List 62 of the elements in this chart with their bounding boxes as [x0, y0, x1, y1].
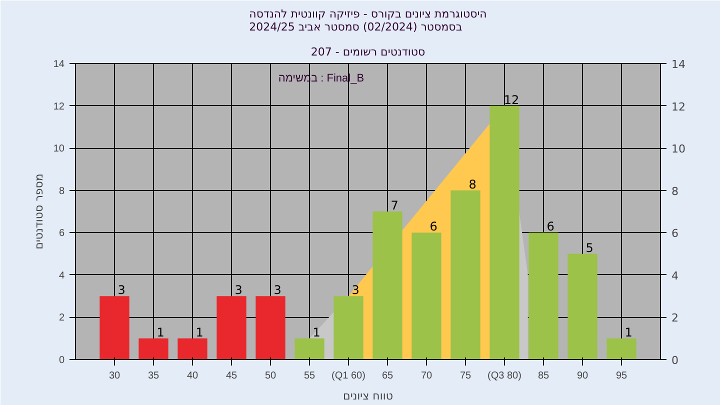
- data-label: 1: [624, 325, 632, 340]
- data-label: 12: [504, 92, 520, 107]
- bar: [528, 232, 558, 360]
- y-tick-label: 10: [53, 144, 65, 155]
- data-label: 1: [312, 325, 320, 340]
- bar: [606, 338, 636, 360]
- bar: [138, 338, 168, 360]
- bar: [372, 212, 402, 360]
- y-axis-title: מספר סטודנטים: [32, 174, 46, 250]
- y2-tick-label: 2: [672, 312, 678, 325]
- x-tick-label: 70: [420, 370, 432, 382]
- y-tick-label: 6: [58, 228, 65, 240]
- bar: [100, 296, 130, 360]
- x-tick-label: 90: [576, 370, 588, 382]
- y2-tick-label: 8: [672, 184, 678, 198]
- y-tick-label: 4: [58, 270, 65, 282]
- bar: [450, 190, 480, 360]
- x-tick-label: 65: [382, 370, 394, 382]
- data-label: 3: [118, 283, 126, 298]
- x-tick-label: (Q3 80): [488, 370, 522, 382]
- y2-tick-label: 10: [672, 142, 686, 156]
- data-label: 7: [390, 198, 398, 212]
- x-tick-label: 75: [460, 370, 472, 382]
- bar: [490, 106, 520, 360]
- data-label: 1: [156, 325, 164, 340]
- x-tick-label: 55: [304, 370, 316, 382]
- chart-subtitle: סטודנטים רשומים - 207: [310, 46, 426, 58]
- x-tick-label: (Q1 60): [332, 370, 366, 382]
- bar: [334, 296, 364, 360]
- y2-tick-label: 4: [672, 269, 678, 282]
- data-label: 5: [586, 240, 594, 255]
- y-tick-label: 14: [53, 59, 65, 70]
- data-label: 3: [274, 283, 282, 298]
- bar: [256, 296, 286, 360]
- x-tick-label: 30: [108, 370, 120, 382]
- data-label: 8: [468, 177, 476, 192]
- y2-tick-label: 0: [672, 354, 678, 367]
- y-tick-label: 12: [53, 101, 65, 112]
- bar: [412, 232, 442, 360]
- bar: [216, 296, 246, 360]
- data-label: 6: [430, 220, 438, 234]
- bar: [568, 254, 598, 360]
- y-tick-label: 8: [58, 186, 65, 197]
- y2-tick-label: 6: [672, 227, 678, 240]
- x-tick-label: 35: [148, 370, 160, 382]
- x-tick-label: 50: [264, 370, 276, 382]
- y2-tick-label: 12: [672, 100, 686, 114]
- x-tick-label: 45: [226, 370, 238, 382]
- x-tick-label: 95: [616, 370, 628, 382]
- data-label: 3: [234, 283, 242, 298]
- x-tick-label: 85: [538, 370, 550, 382]
- data-label: 6: [546, 220, 554, 234]
- x-axis-title: טווח ציונים: [343, 390, 393, 402]
- chart-title: היסטוגרמת ציונים בקורס - פיזיקה קוונטית להנדסה בסמסטר (02/2024) סמסטר אביב 2024/25: [249, 8, 487, 34]
- y-tick-label: 0: [58, 355, 65, 366]
- data-label: 1: [196, 325, 204, 340]
- y2-tick-label: 14: [672, 58, 686, 71]
- bar: [294, 338, 324, 360]
- bar: [178, 338, 208, 360]
- x-tick-label: 40: [186, 370, 198, 382]
- data-label: 3: [352, 283, 360, 298]
- y-tick-label: 2: [58, 312, 65, 324]
